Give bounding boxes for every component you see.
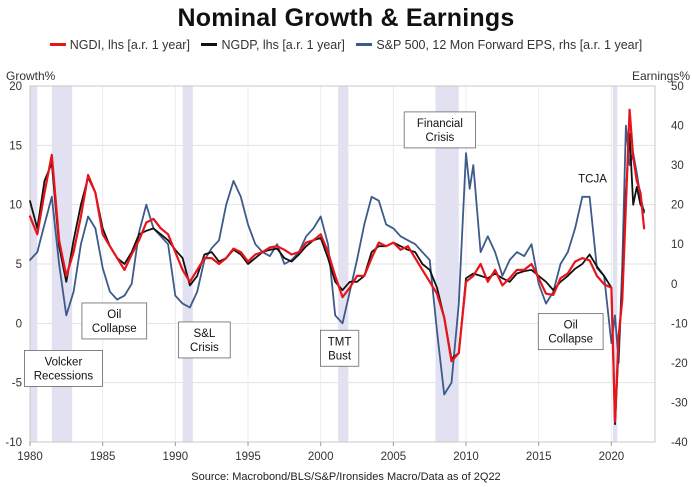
right-tick-label: 40 <box>671 121 684 133</box>
annotations: Volcker Recessions Oil Collapse S&L Crisis TMT… <box>24 111 607 387</box>
right-tick-label: 50 <box>671 81 684 93</box>
annotation: TMT Bust <box>319 329 360 367</box>
annotation-box <box>81 302 148 340</box>
annotation-label: Oil <box>564 320 578 332</box>
right-tick-label: -20 <box>671 358 688 370</box>
annotation-label: Recessions <box>34 370 94 382</box>
series-line-ngdi <box>28 108 646 423</box>
left-tick-label: -5 <box>12 378 22 390</box>
right-axis-title: Earnings% <box>632 69 690 83</box>
annotation-box <box>319 329 360 367</box>
annotation: Oil Collapse <box>81 302 148 340</box>
annotation-label: Crisis <box>426 132 455 144</box>
annotation: S&L Crisis <box>178 321 231 359</box>
right-tick-label: 30 <box>671 160 684 172</box>
x-tick-label: 2000 <box>308 451 334 463</box>
x-tick-label: 2010 <box>453 451 479 463</box>
left-tick-label: 10 <box>9 200 22 212</box>
legend: NGDI, lhs [a.r. 1 year] NGDP, lhs [a.r. … <box>0 38 692 52</box>
annotation-label: Crisis <box>190 342 219 354</box>
annotation-box <box>537 313 604 351</box>
series-lines <box>28 108 646 426</box>
x-tick-label: 1985 <box>90 451 116 463</box>
annotation-label: TMT <box>328 336 352 348</box>
plot-frame <box>29 85 656 443</box>
annotation-box <box>178 321 231 359</box>
axes: 20151050-5-1050403020100-10-20-30-401980… <box>5 81 687 463</box>
legend-swatch-eps <box>356 43 373 47</box>
series-line-eps <box>29 124 645 396</box>
legend-item-ngdi: NGDI, lhs [a.r. 1 year] <box>49 38 190 52</box>
legend-label-ngdp: NGDP, lhs [a.r. 1 year] <box>221 38 345 52</box>
annotation-label: TCJA <box>578 174 607 186</box>
annotation-label: S&L <box>194 328 216 340</box>
x-tick-label: 2015 <box>526 451 552 463</box>
right-tick-label: 20 <box>671 200 684 212</box>
left-axis-title: Growth% <box>6 69 56 83</box>
annotation-label: Financial <box>417 118 463 130</box>
legend-label-ngdi: NGDI, lhs [a.r. 1 year] <box>69 38 190 52</box>
legend-swatch-ngdi <box>49 43 66 47</box>
x-tick-label: 2005 <box>381 451 407 463</box>
legend-swatch-ngdp <box>201 43 218 47</box>
left-tick-label: 20 <box>9 81 22 93</box>
annotation: Volcker Recessions <box>24 350 103 387</box>
annotation-label: Oil <box>107 309 121 321</box>
annotation-label: Collapse <box>548 334 593 346</box>
x-tick-label: 1990 <box>163 451 189 463</box>
annotation-label: Volcker <box>45 356 83 368</box>
right-tick-label: 10 <box>671 239 684 251</box>
annotation: Financial Crisis <box>403 111 476 149</box>
right-tick-label: 0 <box>671 279 677 291</box>
annotation: TCJA <box>578 174 607 186</box>
annotation-box <box>24 350 103 387</box>
left-tick-label: 5 <box>16 259 22 271</box>
left-tick-label: 15 <box>9 140 22 152</box>
x-tick-label: 1980 <box>17 451 43 463</box>
annotation-label: Bust <box>328 350 352 362</box>
right-tick-label: -40 <box>671 437 688 449</box>
annotation-label: Collapse <box>92 323 137 335</box>
left-tick-label: -10 <box>5 437 22 449</box>
chart-title: Nominal Growth & Earnings <box>177 4 515 32</box>
right-tick-label: -30 <box>671 397 688 409</box>
x-tick-label: 1995 <box>235 451 261 463</box>
legend-label-eps: S&P 500, 12 Mon Forward EPS, rhs [a.r. 1… <box>376 38 643 52</box>
annotation: Oil Collapse <box>537 313 604 351</box>
source-note: Source: Macrobond/BLS/S&P/Ironsides Macr… <box>191 471 501 483</box>
annotation-box <box>403 111 476 149</box>
legend-item-ngdp: NGDP, lhs [a.r. 1 year] <box>201 38 345 52</box>
right-tick-label: -10 <box>671 318 688 330</box>
legend-item-eps: S&P 500, 12 Mon Forward EPS, rhs [a.r. 1… <box>356 38 642 52</box>
left-tick-label: 0 <box>16 318 22 330</box>
x-tick-label: 2020 <box>599 451 625 463</box>
